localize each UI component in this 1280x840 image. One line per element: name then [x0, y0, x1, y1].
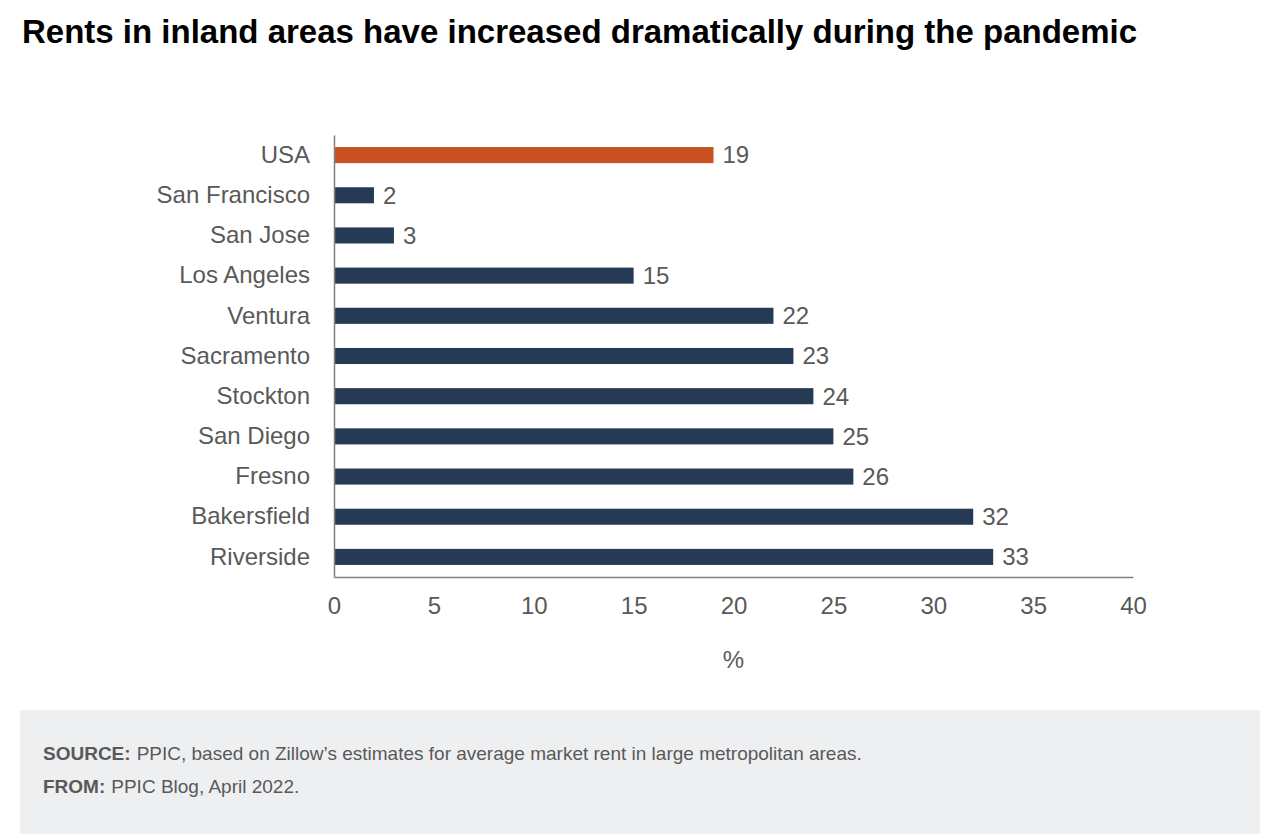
y-axis: USA San Francisco San Jose Los Angeles Ventu… — [157, 136, 335, 578]
x-axis: 0 5 10 15 20 25 30 35 40 — [328, 577, 1147, 619]
data-label: 15 — [643, 262, 670, 289]
bar — [334, 268, 634, 284]
chart-title: Rents in inland areas have increased dra… — [22, 10, 1172, 54]
tick-label: Fresno — [235, 462, 310, 489]
bar — [334, 187, 374, 203]
tick: 35 — [1020, 577, 1047, 619]
footnote-label: FROM: — [43, 776, 105, 797]
tick: Ventura — [227, 301, 310, 328]
tick: 10 — [521, 577, 548, 619]
data-label: 26 — [862, 463, 889, 490]
tick: 15 — [621, 577, 648, 619]
bar — [334, 348, 793, 364]
bar — [334, 147, 714, 163]
tick: Los Angeles — [179, 261, 310, 288]
tick: Riverside — [210, 543, 310, 570]
tick: Fresno — [235, 462, 310, 489]
tick-label: San Francisco — [157, 181, 310, 208]
tick: 5 — [428, 577, 441, 619]
bar — [334, 509, 973, 525]
tick-label: 5 — [428, 592, 441, 619]
axis-line — [334, 136, 336, 578]
footnote-text: PPIC Blog, April 2022. — [111, 776, 299, 797]
data-label: 22 — [782, 302, 809, 329]
tick-label: 10 — [521, 592, 548, 619]
tick-label: 25 — [821, 592, 848, 619]
bars — [334, 147, 993, 565]
data-label: 32 — [982, 503, 1009, 530]
data-label: 25 — [842, 423, 869, 450]
tick-label: 0 — [328, 592, 341, 619]
tick-label: 30 — [920, 592, 947, 619]
tick-label: Ventura — [227, 301, 310, 328]
tick: 0 — [328, 577, 341, 619]
data-label: 24 — [822, 383, 849, 410]
tick: Sacramento — [181, 342, 310, 369]
bar — [334, 388, 813, 404]
tick-label: San Jose — [210, 221, 310, 248]
tick: 20 — [721, 577, 748, 619]
tick: 30 — [920, 577, 947, 619]
data-label: 19 — [723, 141, 750, 168]
tick: USA — [261, 141, 310, 168]
data-label: 33 — [1002, 543, 1029, 570]
footnote-text: PPIC, based on Zillow’s estimates for av… — [137, 743, 862, 764]
axis-title: % — [723, 646, 744, 673]
tick: 25 — [821, 577, 848, 619]
bar — [334, 428, 833, 444]
tick-label: 20 — [721, 592, 748, 619]
chart: 0 5 10 15 20 25 30 35 40 USA San Francisco San Jose… — [0, 0, 1280, 840]
tick: San Diego — [198, 422, 310, 449]
bar — [334, 308, 773, 324]
data-label: 2 — [383, 182, 396, 209]
tick-label: 35 — [1020, 592, 1047, 619]
tick-label: San Diego — [198, 422, 310, 449]
bar — [334, 227, 394, 243]
bar — [334, 469, 853, 485]
bar — [334, 549, 993, 565]
footer-background — [20, 710, 1260, 834]
tick-label: Los Angeles — [179, 261, 310, 288]
axis-line — [335, 577, 1134, 579]
tick-label: Bakersfield — [191, 502, 310, 529]
tick: 40 — [1120, 577, 1147, 619]
footnote: SOURCE: PPIC, based on Zillow’s estimates… — [43, 743, 862, 764]
tick-label: Stockton — [217, 382, 310, 409]
tick: San Francisco — [157, 181, 310, 208]
footnote: FROM: PPIC Blog, April 2022. — [43, 776, 299, 797]
tick: San Jose — [210, 221, 310, 248]
tick-label: 40 — [1120, 592, 1147, 619]
data-labels: 19231522232425263233 — [383, 141, 1029, 570]
tick-label: Sacramento — [181, 342, 310, 369]
tick-label: Riverside — [210, 543, 310, 570]
data-label: 3 — [403, 222, 416, 249]
tick-label: USA — [261, 141, 310, 168]
tick-label: 15 — [621, 592, 648, 619]
tick: Bakersfield — [191, 502, 310, 529]
footer: SOURCE: PPIC, based on Zillow’s estimates… — [20, 710, 1260, 834]
data-label: 23 — [802, 342, 829, 369]
footnote-label: SOURCE: — [43, 743, 131, 764]
tick: Stockton — [217, 382, 310, 409]
